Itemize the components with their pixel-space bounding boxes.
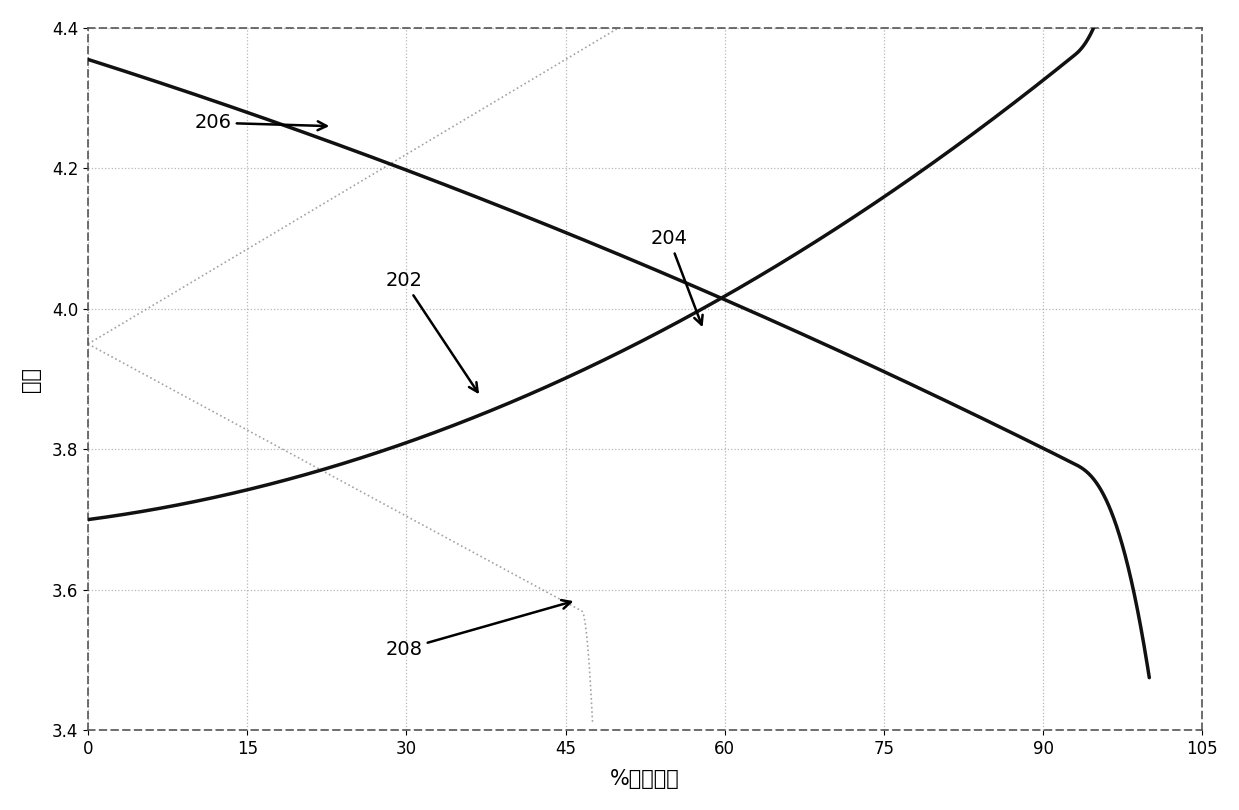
Text: 206: 206 (195, 113, 327, 132)
Text: 202: 202 (385, 271, 477, 392)
Text: 208: 208 (385, 600, 571, 659)
Y-axis label: 电压: 电压 (21, 367, 41, 391)
Text: 204: 204 (650, 229, 703, 325)
X-axis label: %额定容量: %额定容量 (611, 770, 680, 789)
